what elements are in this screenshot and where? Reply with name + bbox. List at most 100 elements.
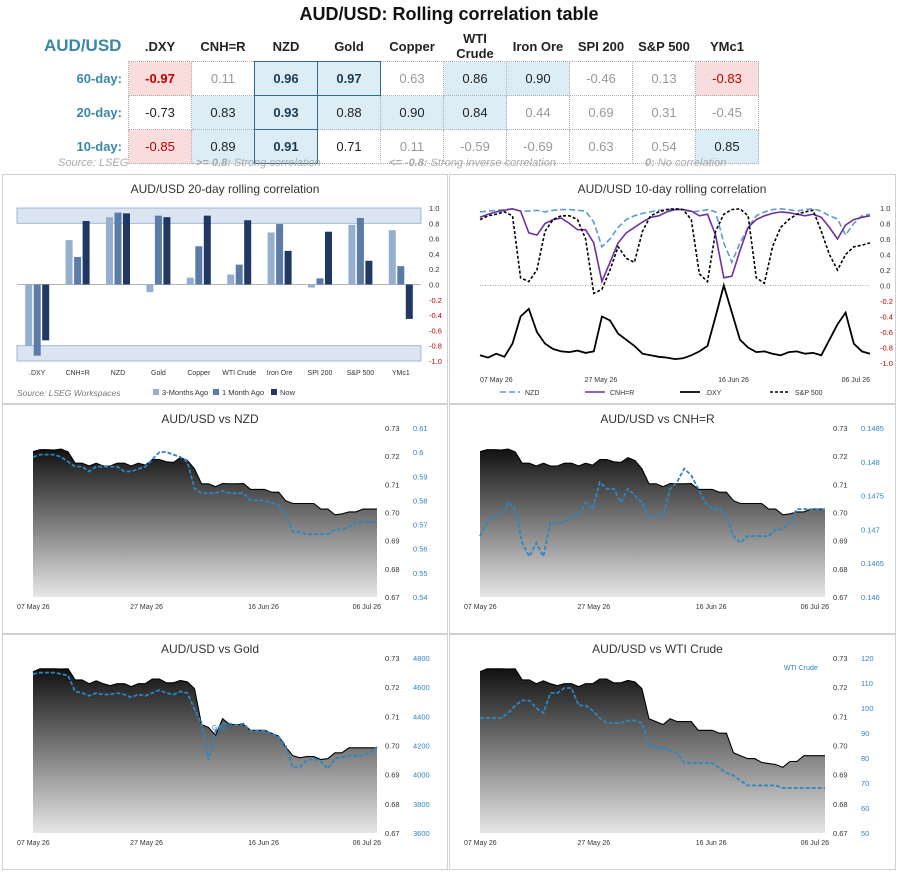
right-axis-tick: 4600 <box>413 683 430 692</box>
right-axis-tick: 90 <box>861 729 869 738</box>
legend-none-key: 0: <box>645 157 655 169</box>
y-tick-label: -0.4 <box>429 311 442 320</box>
audusd-line <box>479 668 825 769</box>
x-tick-label: 06 Jul 26 <box>842 377 871 384</box>
left-axis-tick: 0.67 <box>385 593 400 602</box>
right-axis-tick: 0.58 <box>413 496 428 505</box>
left-axis-tick: 0.67 <box>833 593 848 602</box>
column-header: YMc1 <box>710 38 744 54</box>
right-axis-tick: 4200 <box>413 742 430 751</box>
series-line <box>479 282 871 361</box>
audusd-line <box>479 448 825 516</box>
table-cell: 0.84 <box>443 95 507 130</box>
bar <box>227 274 235 285</box>
right-axis-tick: 3600 <box>413 829 430 838</box>
row-label: 20-day: <box>76 105 122 120</box>
audusd-area <box>33 668 377 833</box>
legend-label: CNH=R <box>610 390 634 397</box>
x-tick-label: 07 May 26 <box>480 377 513 384</box>
x-tick-label: 27 May 26 <box>130 604 163 611</box>
table-cell: 0.90 <box>506 61 570 96</box>
table-cell: 0.11 <box>380 129 444 164</box>
table-cell: 0.97 <box>317 61 381 96</box>
x-tick-label: 27 May 26 <box>578 840 611 847</box>
legend-inverse-key: <= -0.8: <box>389 157 428 169</box>
chart-title: AUD/USD vs WTI Crude <box>592 642 723 656</box>
row-label: 60-day: <box>76 71 122 86</box>
legend-label: 3-Months Ago <box>162 388 208 397</box>
panel-audusd-vs-cnh: AUD/USD vs CNH=R 0.73 0.72 0.71 0.70 0.69 0.68… <box>449 404 896 634</box>
bar <box>163 217 171 285</box>
bar <box>284 250 292 285</box>
x-tick-label: Iron Ore <box>267 370 293 377</box>
legend-strong-text: Strong correlation <box>233 157 321 169</box>
table-cell: -0.69 <box>506 129 570 164</box>
table-row: 20-day: -0.73 0.83 0.93 0.88 0.90 0.84 0… <box>40 95 759 130</box>
left-axis-tick: 0.68 <box>385 800 400 809</box>
right-axis-tick: 3800 <box>413 800 430 809</box>
table-row: 10-day: -0.85 0.89 0.91 0.71 0.11 -0.59 … <box>40 129 759 164</box>
x-tick-label: 27 May 26 <box>578 604 611 611</box>
comparison-line <box>32 671 378 771</box>
right-axis-tick: 0.59 <box>413 472 428 481</box>
left-axis-tick: 0.72 <box>833 683 848 692</box>
right-axis-tick: 0.147 <box>861 525 880 534</box>
y-tick-label: 0.4 <box>880 251 890 260</box>
left-axis-tick: 0.68 <box>385 565 400 574</box>
left-axis-tick: 0.70 <box>833 742 848 751</box>
left-axis-tick: 0.69 <box>833 771 848 780</box>
legend-label: NZD <box>525 390 539 397</box>
table-cell: -0.97 <box>128 61 192 96</box>
left-axis-tick: 0.72 <box>385 683 400 692</box>
left-axis-tick: 0.73 <box>385 424 400 433</box>
x-tick-label: 16 Jun 26 <box>248 604 279 611</box>
panel-line-chart: AUD/USD 10-day rolling correlation 1.0 0.8… <box>449 174 896 404</box>
x-tick-label: 07 May 26 <box>17 840 50 847</box>
column-header: Copper <box>389 38 435 54</box>
y-tick-label: 0.4 <box>429 250 439 259</box>
x-tick-label: 16 Jun 26 <box>696 840 727 847</box>
x-tick-label: .DXY <box>29 370 46 377</box>
right-axis-tick: 0.57 <box>413 521 428 530</box>
bar <box>308 284 315 288</box>
bar <box>388 230 396 285</box>
x-tick-label: 16 Jun 26 <box>696 604 727 611</box>
series-line <box>479 207 871 285</box>
audusd-area <box>33 449 377 597</box>
audusd-line <box>32 448 377 516</box>
bar <box>405 284 413 319</box>
chart-audusd-vs-nzd: AUD/USD vs NZD 0.73 0.72 0.71 0.70 0.69 0.68 0.… <box>17 412 428 611</box>
table-cell: 0.31 <box>632 95 696 130</box>
legend-inverse-text: Strong inverse correlation <box>430 157 556 169</box>
left-axis-tick: 0.67 <box>385 829 400 838</box>
right-axis-tick: 4000 <box>413 771 430 780</box>
x-tick-label: CNH=R <box>65 370 89 377</box>
table-cell: 0.11 <box>191 61 255 96</box>
legend-swatch <box>153 389 159 395</box>
y-tick-label: 0.0 <box>880 282 890 291</box>
bar <box>365 260 373 285</box>
comparison-line <box>32 451 377 536</box>
legend-none: 0: No correlation <box>645 157 726 169</box>
chart-title: AUD/USD 10-day rolling correlation <box>578 182 767 196</box>
table-cell: 0.13 <box>632 61 696 96</box>
left-axis-tick: 0.68 <box>833 800 848 809</box>
y-tick-label: 0.6 <box>880 235 890 244</box>
legend-inverse: <= -0.8: Strong inverse correlation <box>389 157 556 169</box>
table-cell: 0.96 <box>254 61 318 96</box>
y-tick-label: 0.8 <box>880 220 890 229</box>
left-axis-tick: 0.67 <box>833 829 848 838</box>
table-cell: 0.63 <box>569 129 633 164</box>
right-axis-tick: 0.6 <box>413 448 423 457</box>
legend-swatch <box>271 389 277 395</box>
bar <box>82 221 90 285</box>
y-tick-label: 0.2 <box>880 266 890 275</box>
table-cell: -0.73 <box>128 95 192 130</box>
column-header: CNH=R <box>200 38 246 54</box>
bar <box>235 264 243 285</box>
y-tick-label: -1.0 <box>880 359 893 368</box>
audusd-area <box>480 449 825 597</box>
row-label: 10-day: <box>76 139 122 154</box>
column-header: Iron Ore <box>512 38 564 54</box>
column-header: WTI Crude <box>456 31 494 61</box>
